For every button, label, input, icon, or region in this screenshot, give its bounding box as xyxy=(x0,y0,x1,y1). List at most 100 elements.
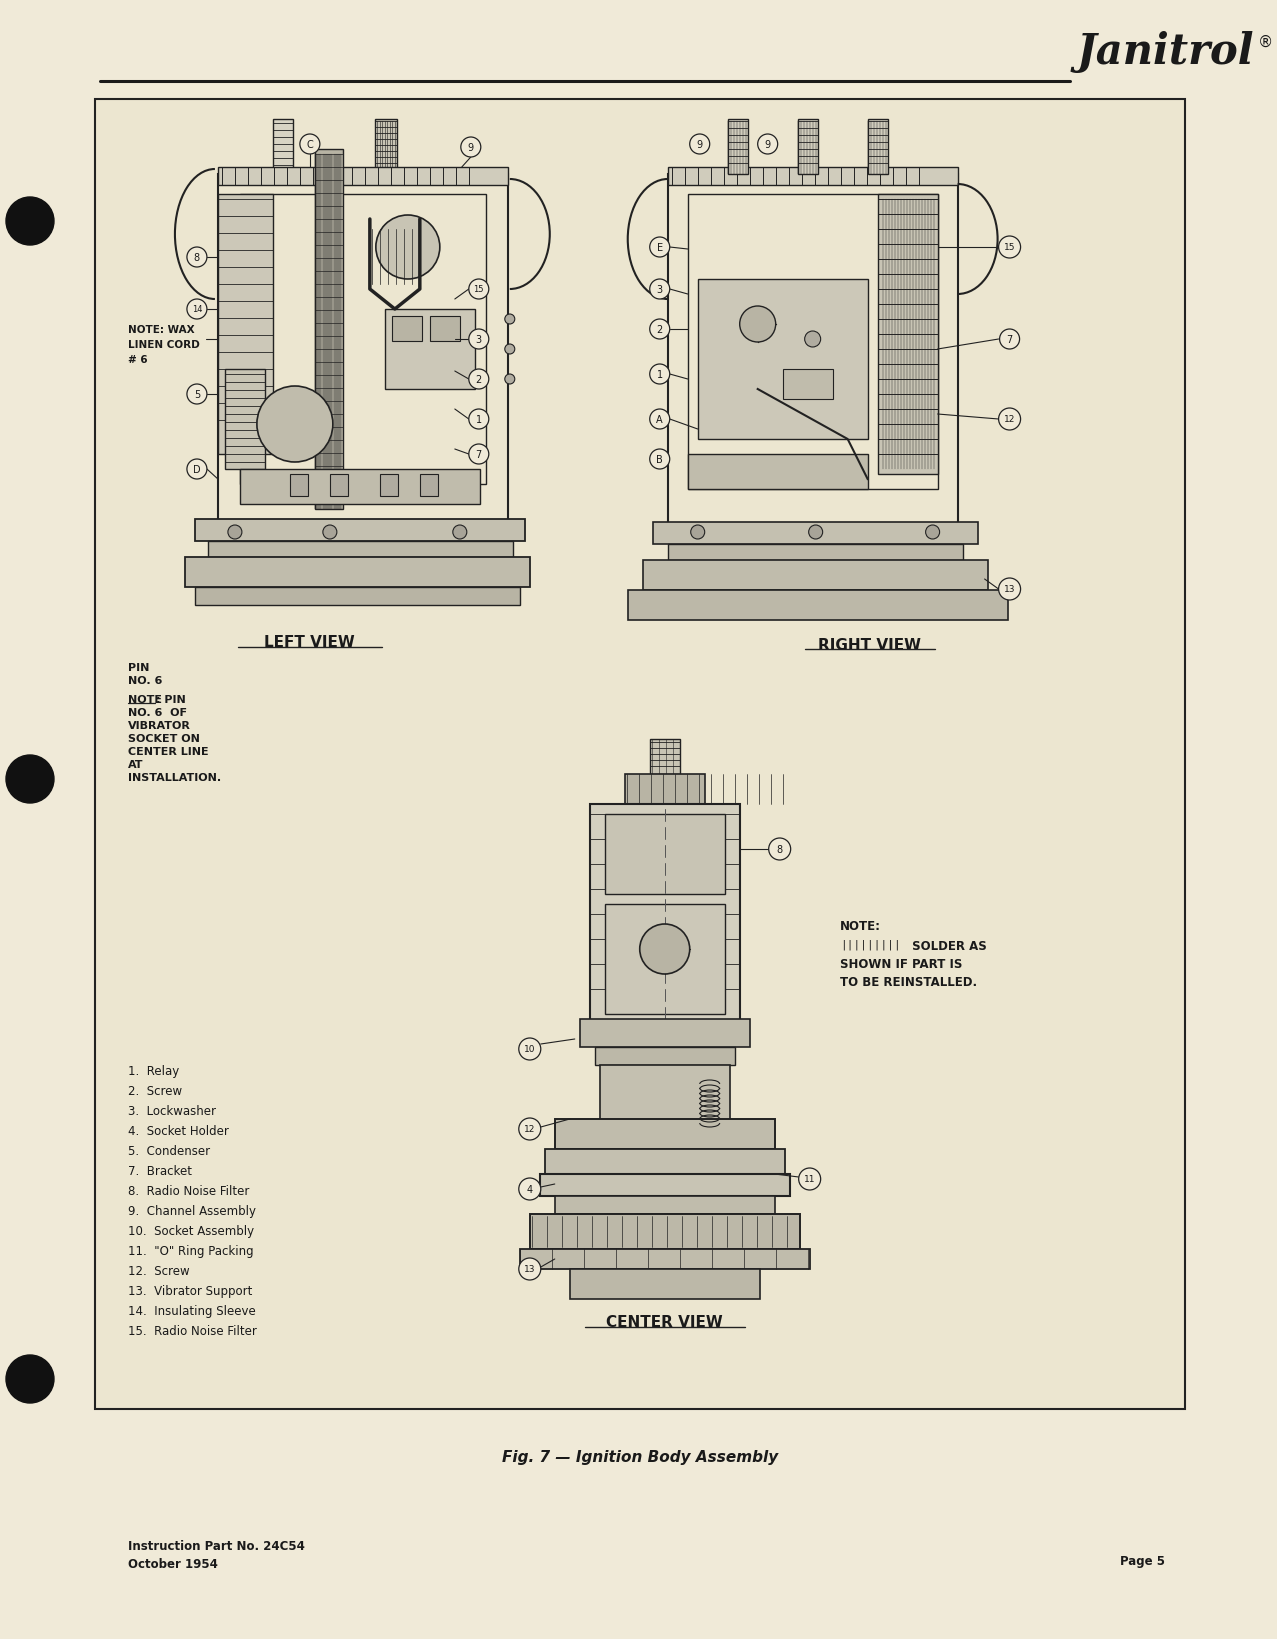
Bar xyxy=(379,475,398,497)
Bar xyxy=(650,739,679,775)
Text: 12.  Screw: 12. Screw xyxy=(128,1264,189,1277)
Bar xyxy=(375,120,397,180)
Circle shape xyxy=(186,300,207,320)
Circle shape xyxy=(186,247,207,267)
Text: 3.  Lockwasher: 3. Lockwasher xyxy=(128,1105,216,1118)
Bar xyxy=(570,1269,760,1300)
Bar xyxy=(668,175,958,529)
Text: 1: 1 xyxy=(656,370,663,380)
Text: TO BE REINSTALLED.: TO BE REINSTALLED. xyxy=(840,975,977,988)
Text: 13: 13 xyxy=(1004,585,1015,593)
Text: LINEN CORD: LINEN CORD xyxy=(128,339,199,349)
Circle shape xyxy=(6,1355,54,1403)
Text: 7: 7 xyxy=(475,449,481,459)
Text: RIGHT VIEW: RIGHT VIEW xyxy=(819,638,921,652)
Text: 5.  Condenser: 5. Condenser xyxy=(128,1144,211,1157)
Text: 10: 10 xyxy=(524,1046,535,1054)
Bar xyxy=(590,805,739,1024)
Bar xyxy=(642,561,987,590)
Circle shape xyxy=(805,331,821,347)
Text: 2: 2 xyxy=(475,375,481,385)
Circle shape xyxy=(375,216,439,280)
Text: VIBRATOR: VIBRATOR xyxy=(128,721,190,731)
Bar xyxy=(240,195,485,485)
Text: SHOWN IF PART IS: SHOWN IF PART IS xyxy=(840,957,962,970)
Circle shape xyxy=(650,320,669,339)
Circle shape xyxy=(6,198,54,246)
Text: 11: 11 xyxy=(805,1175,816,1183)
Bar xyxy=(728,120,748,175)
Text: NO. 6: NO. 6 xyxy=(128,675,162,685)
Text: 1.  Relay: 1. Relay xyxy=(128,1064,179,1077)
Text: NOTE: WAX: NOTE: WAX xyxy=(128,325,194,334)
Text: Janitrol: Janitrol xyxy=(1077,31,1254,74)
Text: 9: 9 xyxy=(467,143,474,152)
Text: Page 5: Page 5 xyxy=(1120,1554,1165,1567)
Text: 3: 3 xyxy=(656,285,663,295)
Circle shape xyxy=(650,449,669,470)
Circle shape xyxy=(186,459,207,480)
Text: 9.  Channel Assembly: 9. Channel Assembly xyxy=(128,1205,255,1218)
Bar xyxy=(329,475,347,497)
Bar xyxy=(218,175,508,524)
Text: B: B xyxy=(656,454,663,465)
Bar xyxy=(595,1047,734,1065)
Text: October 1954: October 1954 xyxy=(128,1557,218,1570)
Text: INSTALLATION.: INSTALLATION. xyxy=(128,772,221,782)
Circle shape xyxy=(650,365,669,385)
Text: 4: 4 xyxy=(526,1185,533,1195)
Bar xyxy=(195,588,520,606)
Bar xyxy=(624,775,705,805)
Circle shape xyxy=(739,306,775,343)
Bar xyxy=(554,1119,775,1149)
Bar xyxy=(668,544,963,561)
Circle shape xyxy=(504,344,515,354)
Circle shape xyxy=(769,839,790,860)
Text: PIN: PIN xyxy=(128,662,149,672)
Bar xyxy=(867,120,888,175)
Text: 13: 13 xyxy=(524,1265,535,1274)
Bar xyxy=(605,905,725,1015)
Circle shape xyxy=(6,756,54,803)
Text: C: C xyxy=(306,139,313,149)
Text: 14.  Insulating Sleeve: 14. Insulating Sleeve xyxy=(128,1305,255,1318)
Circle shape xyxy=(469,444,489,465)
Text: E: E xyxy=(656,243,663,252)
Bar xyxy=(185,557,530,588)
Bar xyxy=(688,195,937,490)
Bar xyxy=(605,815,725,895)
Circle shape xyxy=(808,526,822,539)
Text: A: A xyxy=(656,415,663,425)
Circle shape xyxy=(640,924,690,975)
Circle shape xyxy=(461,138,481,157)
Bar xyxy=(240,470,480,505)
Text: Instruction Part No. 24C54: Instruction Part No. 24C54 xyxy=(128,1539,305,1552)
Text: 14: 14 xyxy=(192,305,202,315)
Text: 15.  Radio Noise Filter: 15. Radio Noise Filter xyxy=(128,1324,257,1337)
Circle shape xyxy=(690,134,710,156)
Circle shape xyxy=(469,280,489,300)
Text: 9: 9 xyxy=(697,139,702,149)
Bar xyxy=(218,195,273,454)
Text: 3: 3 xyxy=(476,334,481,344)
Circle shape xyxy=(798,1169,821,1190)
Bar xyxy=(273,120,292,180)
Text: 15: 15 xyxy=(474,285,484,295)
Text: CENTER VIEW: CENTER VIEW xyxy=(607,1314,723,1329)
Circle shape xyxy=(650,280,669,300)
Bar xyxy=(580,1019,750,1047)
Text: 1: 1 xyxy=(476,415,481,425)
Circle shape xyxy=(999,579,1020,600)
Bar xyxy=(430,316,460,343)
Text: CENTER LINE: CENTER LINE xyxy=(128,746,208,757)
Circle shape xyxy=(650,238,669,257)
Text: 7: 7 xyxy=(1006,334,1013,344)
Circle shape xyxy=(1000,329,1019,349)
Circle shape xyxy=(257,387,333,462)
Circle shape xyxy=(518,1039,540,1060)
Text: 11.  "O" Ring Packing: 11. "O" Ring Packing xyxy=(128,1244,254,1257)
Circle shape xyxy=(518,1118,540,1141)
Text: 2.  Screw: 2. Screw xyxy=(128,1085,183,1098)
Bar xyxy=(290,475,308,497)
Bar xyxy=(697,280,867,439)
